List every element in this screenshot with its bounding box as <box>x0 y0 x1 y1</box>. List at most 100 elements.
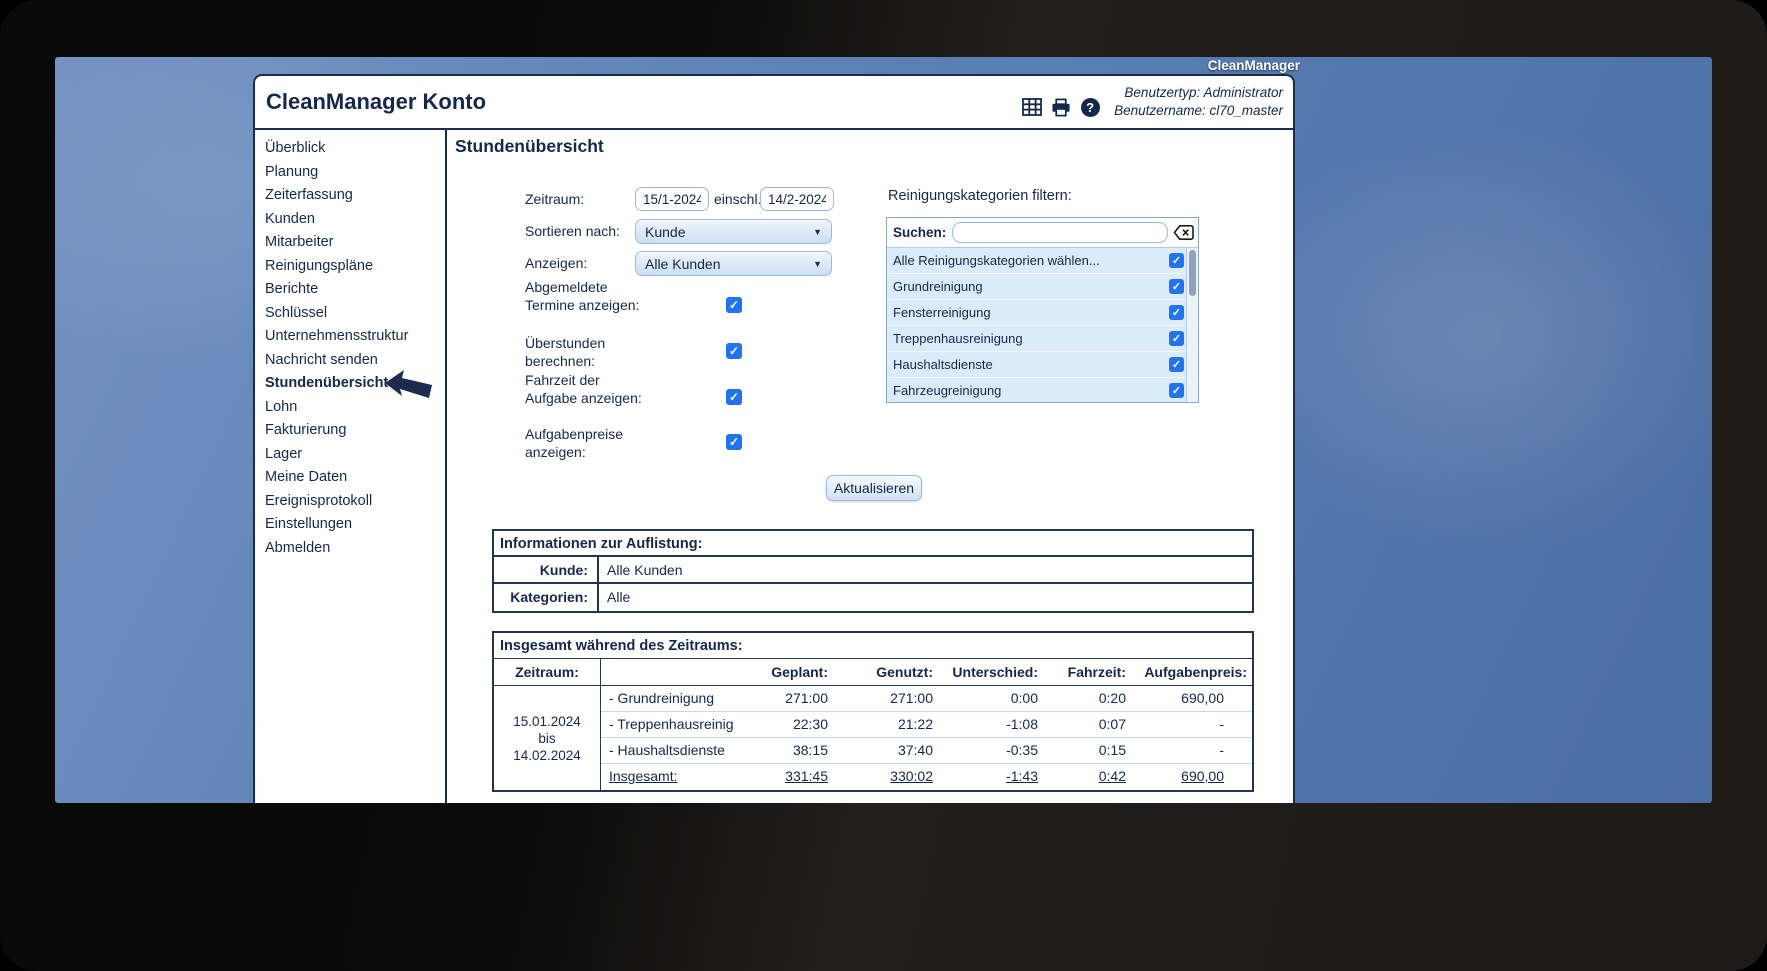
cell-category: - Grundreinigung <box>601 686 739 711</box>
sidebar-item-ueberblick[interactable]: Überblick <box>265 137 445 161</box>
col-fahrzeit: Fahrzeit: <box>1044 659 1132 686</box>
backspace-clear-icon[interactable] <box>1172 223 1195 242</box>
table-row: - Treppenhausreinig 22:30 21:22 -1:08 0:… <box>601 712 1252 738</box>
cell-unterschied: 0:00 <box>939 686 1044 711</box>
sidebar-item-stundenuebersicht[interactable]: Stundenübersicht <box>265 372 445 396</box>
checkbox-ueberstunden[interactable] <box>726 343 742 359</box>
checkbox-label-aufgabenpreise: Aufgabenpreise anzeigen: <box>525 425 645 461</box>
category-checkbox-treppenhausreinigung[interactable] <box>1169 331 1184 346</box>
search-label: Suchen: <box>893 225 946 240</box>
period-from: 15.01.2024 <box>513 713 581 730</box>
total-unterschied-link[interactable]: -1:43 <box>939 764 1044 790</box>
total-genutzt-link[interactable]: 330:02 <box>834 764 939 790</box>
update-button[interactable]: Aktualisieren <box>826 475 922 501</box>
sidebar-item-lager[interactable]: Lager <box>265 443 445 467</box>
device-frame: CleanManager CleanManager Konto ? Benutz… <box>0 0 1767 971</box>
app-title: CleanManager Konto <box>266 89 486 115</box>
sidebar-menu: Überblick Planung Zeiterfassung Kunden M… <box>255 130 445 560</box>
category-checkbox-haushaltsdienste[interactable] <box>1169 357 1184 372</box>
app-window: CleanManager Konto ? Benutzertyp: Admini… <box>253 74 1295 803</box>
table-row: - Haushaltsdienste 38:15 37:40 -0:35 0:1… <box>601 738 1252 764</box>
cell-genutzt: 271:00 <box>834 686 939 711</box>
sidebar-item-schluessel[interactable]: Schlüssel <box>265 302 445 326</box>
category-option-alle[interactable]: Alle Reinigungskategorien wählen... <box>887 248 1186 274</box>
sidebar-item-abmelden[interactable]: Abmelden <box>265 537 445 561</box>
category-option-label: Fensterreinigung <box>893 305 991 320</box>
scrollbar-thumb[interactable] <box>1189 250 1196 296</box>
category-checkbox-grundreinigung[interactable] <box>1169 279 1184 294</box>
total-geplant-link[interactable]: 331:45 <box>739 764 834 790</box>
totals-table-title: Insgesamt während des Zeitraums: <box>494 633 1252 659</box>
checkbox-label-fahrzeit: Fahrzeit der Aufgabe anzeigen: <box>525 371 645 407</box>
date-from-input[interactable] <box>635 187 709 211</box>
category-option-grundreinigung[interactable]: Grundreinigung <box>887 274 1186 300</box>
sidebar-item-einstellungen[interactable]: Einstellungen <box>265 513 445 537</box>
info-table-title: Informationen zur Auflistung: <box>494 531 1252 557</box>
sidebar-item-lohn[interactable]: Lohn <box>265 396 445 420</box>
main-content: Stundenübersicht Zeitraum: einschl. Sort… <box>447 130 1293 803</box>
category-checkbox-fensterreinigung[interactable] <box>1169 305 1184 320</box>
checkbox-aufgabenpreise[interactable] <box>726 434 742 450</box>
search-input[interactable] <box>952 222 1168 243</box>
show-select[interactable]: Alle Kunden ▼ <box>635 251 832 276</box>
total-aufgabenpreis-link[interactable]: 690,00 <box>1132 764 1252 790</box>
sidebar-item-ereignisprotokoll[interactable]: Ereignisprotokoll <box>265 490 445 514</box>
cell-geplant: 271:00 <box>739 686 834 711</box>
period-to: 14.02.2024 <box>513 747 581 764</box>
chevron-down-icon: ▼ <box>813 259 822 269</box>
totals-table-body: 15.01.2024 bis 14.02.2024 - Grundreinigu… <box>494 686 1252 790</box>
sidebar-item-fakturierung[interactable]: Fakturierung <box>265 419 445 443</box>
cell-aufgabenpreis: - <box>1132 738 1252 763</box>
question-mark-glyph: ? <box>1081 98 1100 117</box>
help-icon[interactable]: ? <box>1080 97 1100 117</box>
category-option-treppenhausreinigung[interactable]: Treppenhausreinigung <box>887 326 1186 352</box>
sidebar-item-unternehmensstruktur[interactable]: Unternehmensstruktur <box>265 325 445 349</box>
user-info: Benutzertyp: Administrator Benutzername:… <box>1114 84 1283 120</box>
show-select-value: Alle Kunden <box>645 256 721 272</box>
sidebar-item-mitarbeiter[interactable]: Mitarbeiter <box>265 231 445 255</box>
sidebar-item-meine-daten[interactable]: Meine Daten <box>265 466 445 490</box>
category-checkbox-fahrzeugreinigung[interactable] <box>1169 383 1184 398</box>
checkbox-fahrzeit[interactable] <box>726 389 742 405</box>
table-icon[interactable] <box>1022 97 1042 117</box>
category-option-fahrzeugreinigung[interactable]: Fahrzeugreinigung <box>887 378 1186 404</box>
sidebar-item-planung[interactable]: Planung <box>265 161 445 185</box>
sidebar-item-kunden[interactable]: Kunden <box>265 208 445 232</box>
page-title: Stundenübersicht <box>455 136 604 157</box>
sidebar-item-zeiterfassung[interactable]: Zeiterfassung <box>265 184 445 208</box>
info-table: Informationen zur Auflistung: Kunde: All… <box>492 529 1254 613</box>
sidebar: Überblick Planung Zeiterfassung Kunden M… <box>255 130 445 803</box>
cell-unterschied: -0:35 <box>939 738 1044 763</box>
cell-fahrzeit: 0:20 <box>1044 686 1132 711</box>
cell-genutzt: 37:40 <box>834 738 939 763</box>
checkbox-abgemeldete-termine[interactable] <box>726 297 742 313</box>
category-list-scrollbar[interactable] <box>1186 248 1198 402</box>
col-genutzt: Genutzt: <box>834 659 939 686</box>
total-label-link[interactable]: Insgesamt: <box>601 764 739 790</box>
date-to-input[interactable] <box>760 187 834 211</box>
checkbox-label-ueberstunden: Überstunden berechnen: <box>525 334 645 370</box>
user-name: Benutzername: cl70_master <box>1114 102 1283 120</box>
print-icon[interactable] <box>1051 97 1071 117</box>
cell-unterschied: -1:08 <box>939 712 1044 737</box>
sort-select[interactable]: Kunde ▼ <box>635 219 832 244</box>
category-filter-title: Reinigungskategorien filtern: <box>888 188 1072 204</box>
total-fahrzeit-link[interactable]: 0:42 <box>1044 764 1132 790</box>
category-option-haushaltsdienste[interactable]: Haushaltsdienste <box>887 352 1186 378</box>
header-toolbar: ? <box>1022 97 1100 117</box>
totals-table-header: Zeitraum: Geplant: Genutzt: Unterschied:… <box>494 659 1252 686</box>
sidebar-item-reinigungsplaene[interactable]: Reinigungspläne <box>265 255 445 279</box>
col-geplant: Geplant: <box>739 659 834 686</box>
category-search-row: Suchen: <box>887 218 1198 248</box>
col-zeitraum: Zeitraum: <box>494 659 601 686</box>
cell-geplant: 38:15 <box>739 738 834 763</box>
category-option-fensterreinigung[interactable]: Fensterreinigung <box>887 300 1186 326</box>
category-filter-panel: Suchen: Alle Reinigungskategorien wählen… <box>886 217 1199 403</box>
col-blank <box>601 659 739 686</box>
show-label: Anzeigen: <box>525 255 587 271</box>
table-row: - Grundreinigung 271:00 271:00 0:00 0:20… <box>601 686 1252 712</box>
category-checkbox-alle[interactable] <box>1169 253 1184 268</box>
period-bis: bis <box>538 730 555 747</box>
cell-category: - Treppenhausreinig <box>601 712 739 737</box>
sidebar-item-berichte[interactable]: Berichte <box>265 278 445 302</box>
